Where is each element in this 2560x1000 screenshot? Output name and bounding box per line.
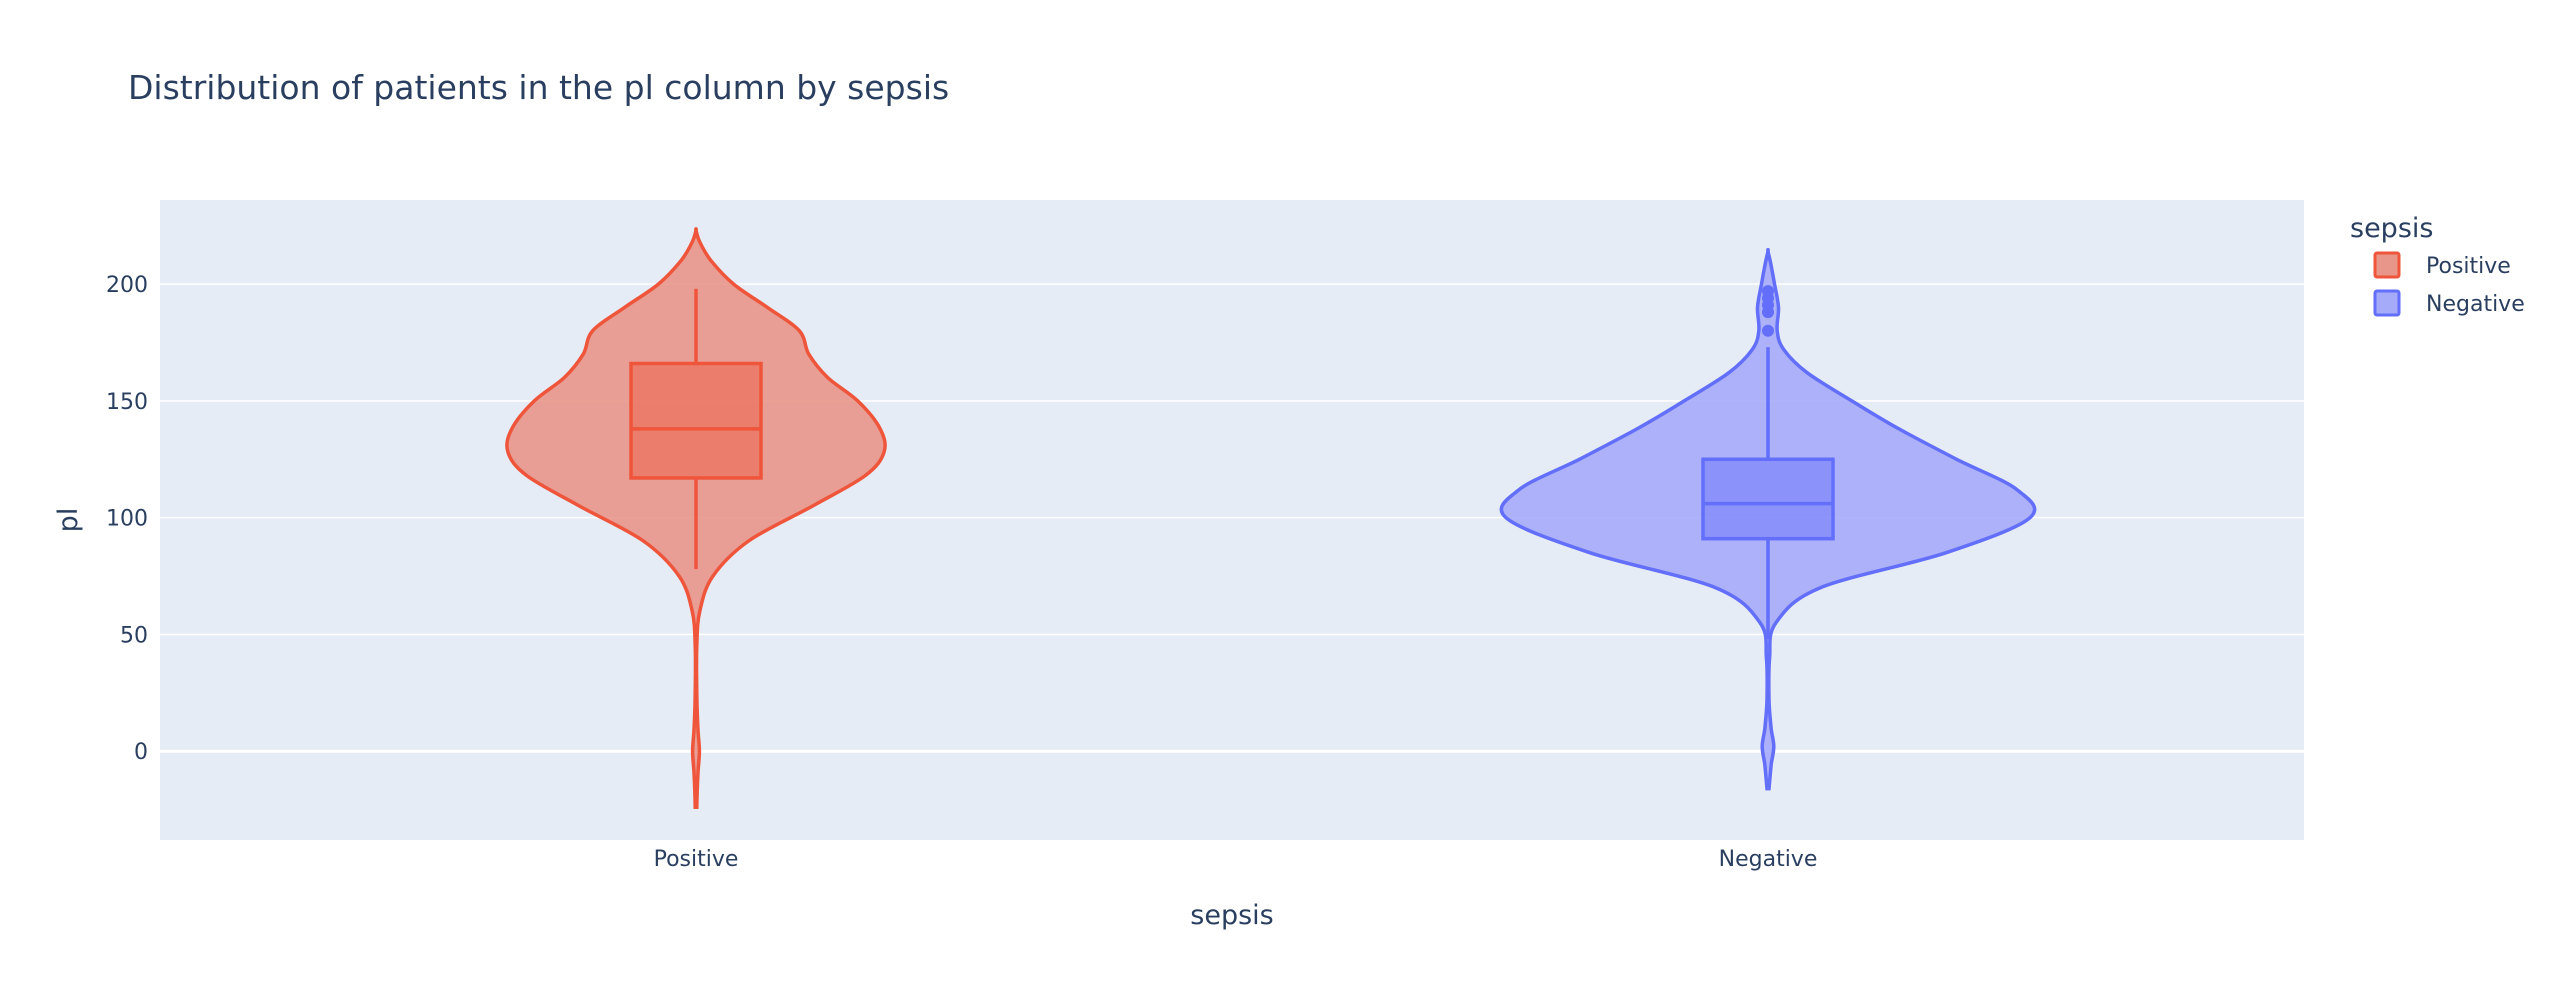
y-tick-label: 150 [106,390,148,415]
y-axis-title: pl [53,508,84,533]
legend-swatch [2373,251,2401,279]
outlier-point [1762,324,1774,337]
legend-swatch [2373,289,2401,317]
legend-item-negative: Negative [2373,289,2525,317]
x-tick-label: Negative [1719,847,1818,872]
box-positive [629,361,763,480]
y-tick-labels: 0 50 100 150 200 [106,273,148,765]
violin-negative [1499,247,2037,791]
chart-title: Distribution of patients in the pl colum… [128,68,949,107]
y-tick-label: 100 [106,507,148,532]
y-tick-label: 200 [106,273,148,298]
x-axis-title: sepsis [1190,900,1273,931]
outlier-point [1762,285,1774,298]
gridlines [160,283,2304,753]
legend-title: sepsis [2350,213,2433,244]
legend-item-positive: Positive [2373,251,2511,279]
y-tick-label: 50 [120,623,148,648]
y-tick-label: 0 [134,740,148,765]
box-negative [1701,457,1835,541]
x-tick-labels: Positive Negative [654,847,1818,872]
x-tick-label: Positive [654,847,739,872]
legend: sepsis Positive Negative [2350,213,2525,317]
legend-label: Positive [2426,254,2511,279]
legend-label: Negative [2426,292,2525,317]
violin-traces [505,227,2037,810]
